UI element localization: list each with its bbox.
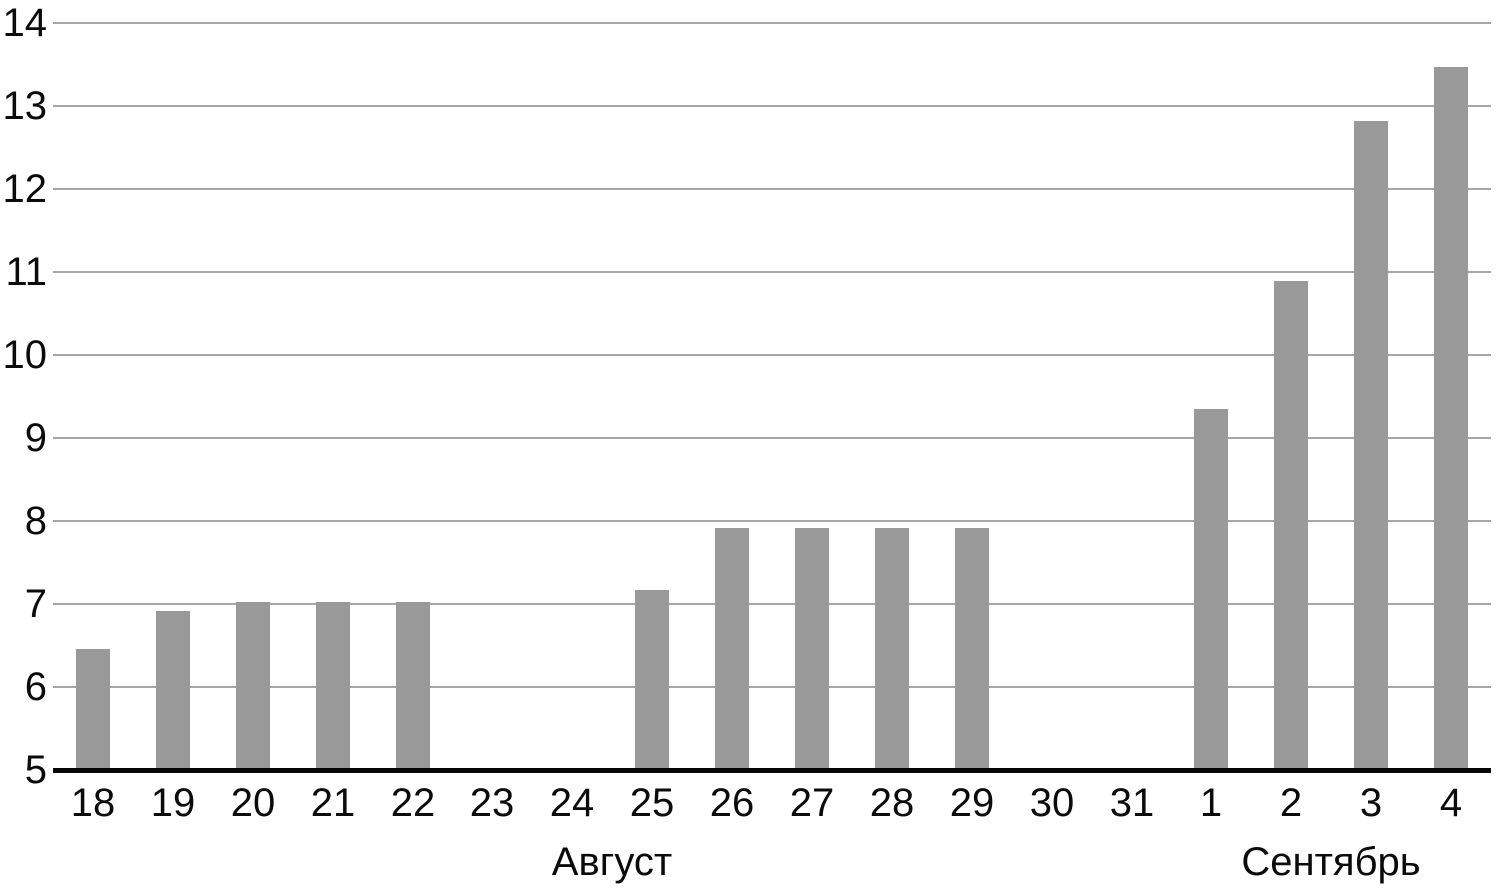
grid-line	[53, 686, 1491, 688]
x-tick-label: 18	[70, 781, 116, 825]
bar	[1274, 281, 1308, 768]
bar	[875, 528, 909, 768]
grid-line	[53, 271, 1491, 273]
x-tick-label: 20	[230, 781, 276, 825]
grid-line	[53, 520, 1491, 522]
grid-line	[53, 188, 1491, 190]
x-tick-label: 22	[390, 781, 436, 825]
x-tick-label: 19	[150, 781, 196, 825]
x-tick-label: 31	[1109, 781, 1155, 825]
bar	[795, 528, 829, 768]
grid-line	[53, 354, 1491, 356]
y-tick-label: 12	[2, 167, 48, 211]
y-tick-label: 9	[24, 416, 47, 460]
x-tick-label: 1	[1199, 781, 1223, 825]
y-tick-label: 5	[24, 748, 47, 792]
bar	[1354, 121, 1388, 768]
y-tick-label: 13	[2, 84, 48, 128]
bar	[1434, 67, 1468, 768]
bar	[236, 602, 270, 768]
bar	[76, 649, 110, 768]
x-tick-label: 25	[629, 781, 675, 825]
x-tick-label: 26	[709, 781, 755, 825]
y-tick-label: 10	[2, 333, 48, 377]
bar	[156, 611, 190, 768]
x-tick-label: 23	[469, 781, 515, 825]
y-tick-label: 14	[2, 1, 48, 45]
x-tick-label: 2	[1279, 781, 1303, 825]
x-tick-label: 27	[789, 781, 835, 825]
y-tick-label: 8	[24, 499, 47, 543]
y-tick-label: 7	[24, 582, 47, 626]
bar	[1194, 409, 1228, 768]
x-tick-label: 24	[549, 781, 595, 825]
x-tick-label: 4	[1439, 781, 1463, 825]
bar	[396, 602, 430, 768]
grid-line	[53, 105, 1491, 107]
x-tick-label: 21	[310, 781, 356, 825]
y-tick-label: 11	[5, 250, 47, 294]
bar	[635, 590, 669, 768]
x-tick-label: 30	[1029, 781, 1075, 825]
bar	[715, 528, 749, 768]
y-axis-labels: 5 6 7 8 9 10 11 12 13 14	[0, 0, 48, 896]
month-label: Август	[551, 840, 673, 884]
x-tick-label: 28	[869, 781, 915, 825]
x-tick-label: 29	[949, 781, 995, 825]
y-tick-label: 6	[24, 665, 47, 709]
x-axis-line	[53, 768, 1491, 773]
bar	[316, 602, 350, 768]
grid-line	[53, 603, 1491, 605]
grid-line	[53, 22, 1491, 24]
grid-line	[53, 437, 1491, 439]
x-tick-label: 3	[1359, 781, 1383, 825]
bar	[955, 528, 989, 768]
month-label: Сентябрь	[1241, 840, 1421, 884]
